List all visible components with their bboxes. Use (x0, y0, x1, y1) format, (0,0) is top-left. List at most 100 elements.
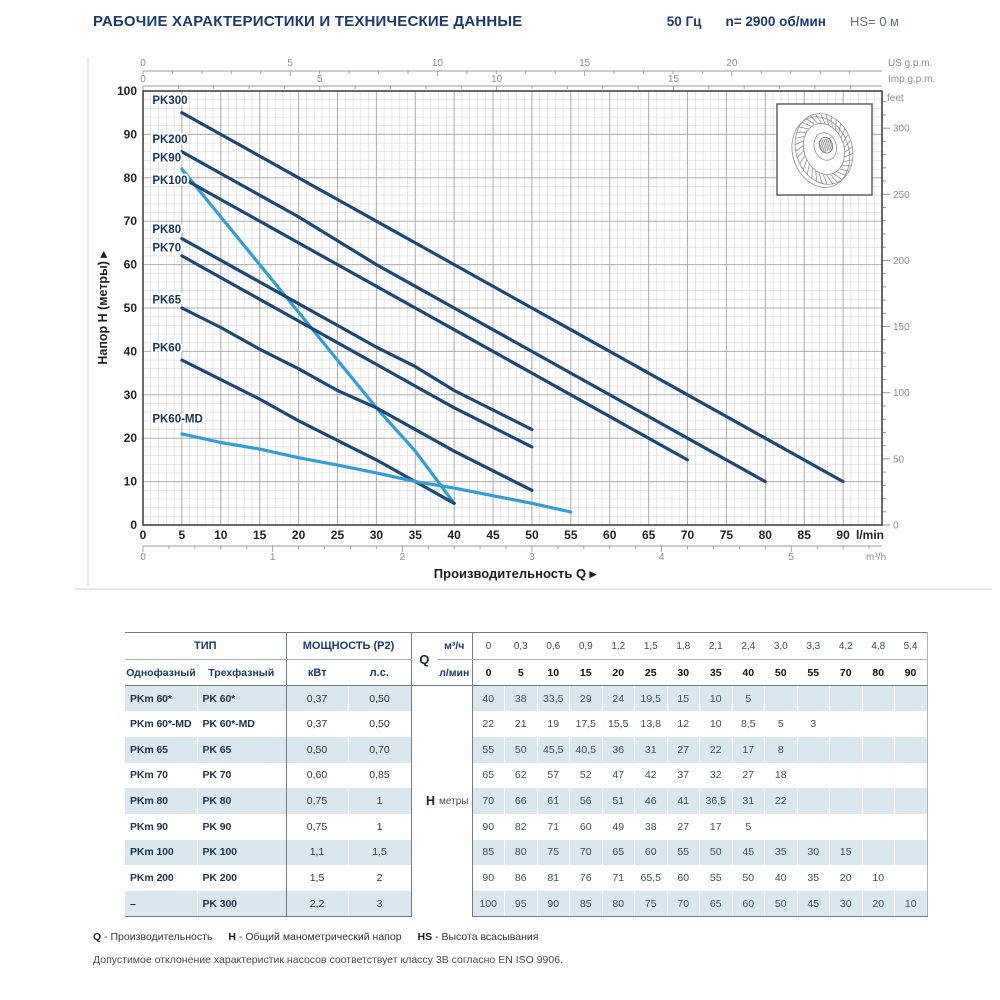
power-hp: 1 (348, 788, 412, 814)
svg-text:250: 250 (893, 190, 910, 201)
head-value (862, 813, 896, 840)
head-value: 20 (829, 865, 863, 891)
curve-label-PK60-MD: PK60-MD (152, 414, 202, 426)
pump-three-phase: PK 60*-MD (197, 711, 287, 737)
svg-text:100: 100 (893, 388, 910, 399)
head-value: 50 (764, 891, 798, 918)
svg-text:150: 150 (893, 322, 910, 333)
svg-text:80: 80 (124, 171, 138, 185)
power-kw: 0,50 (286, 736, 349, 763)
pump-single-phase: PKm 70 (125, 762, 198, 789)
head-value: 33,5 (537, 685, 571, 712)
head-value (894, 813, 928, 840)
flow-value-lmin: 5 (504, 659, 538, 686)
head-value (862, 736, 896, 763)
head-value: 76 (569, 865, 603, 891)
flow-value-m3h: 3,0 (764, 632, 798, 660)
svg-text:1: 1 (270, 552, 276, 563)
legend-item: Q - Производительность (93, 931, 213, 943)
head-value: 8,5 (732, 711, 766, 737)
flow-value-lmin: 70 (829, 659, 863, 686)
svg-text:50: 50 (893, 454, 905, 465)
hp-header: л.с. (348, 659, 412, 686)
head-value: 45 (732, 839, 766, 866)
power-kw: 0,75 (286, 813, 349, 840)
head-value: 60 (667, 865, 701, 891)
head-value: 95 (504, 891, 538, 918)
head-value: 52 (569, 762, 603, 789)
pump-single-phase: PKm 80 (125, 788, 198, 814)
speed-value: n= 2900 об/мин (725, 14, 826, 29)
curve-PK60 (180, 358, 456, 505)
head-value (894, 736, 928, 763)
curve-PK100 (180, 176, 690, 462)
power-kw: 1,5 (286, 865, 349, 891)
power-kw: 0,37 (286, 711, 349, 737)
head-value: 15,5 (602, 711, 636, 737)
head-value: 35 (797, 865, 831, 891)
head-value (764, 685, 798, 712)
power-kw: 2,2 (286, 891, 349, 918)
svg-text:20: 20 (726, 58, 738, 69)
head-value: 12 (667, 711, 701, 737)
pump-single-phase: PKm 200 (125, 865, 198, 891)
head-value: 31 (634, 736, 668, 763)
head-value (862, 685, 896, 712)
head-value (797, 788, 831, 814)
head-value: 85 (569, 891, 603, 918)
head-value: 45,5 (537, 736, 571, 763)
primary-axes: 0 5 10 15 20 25 30 35 40 45 50 55 60 65 70 75 80 85 90 l/mi… (96, 84, 884, 581)
head-value: 5 (732, 685, 766, 712)
head-value: 18 (764, 762, 798, 789)
svg-text:0: 0 (893, 521, 899, 532)
head-value: 60 (569, 813, 603, 840)
head-value (797, 685, 831, 712)
curve-PK65 (180, 306, 534, 492)
svg-text:20: 20 (124, 431, 138, 445)
head-value: 37 (667, 762, 701, 789)
svg-text:25: 25 (331, 528, 345, 542)
head-value: 38 (504, 685, 538, 712)
svg-text:10: 10 (491, 74, 503, 85)
head-value: 86 (504, 865, 538, 891)
three-phase-header: Трехфазный (197, 659, 287, 686)
curve-PK200 (180, 150, 767, 484)
svg-text:15: 15 (579, 58, 591, 69)
head-value: 62 (504, 762, 538, 789)
head-value: 70 (569, 839, 603, 866)
flow-value-lmin: 20 (602, 659, 635, 686)
svg-text:2: 2 (400, 552, 406, 563)
pump-three-phase: PK 65 (197, 736, 287, 763)
head-value: 70 (472, 788, 506, 814)
head-value: 42 (634, 762, 668, 789)
curve-PK80 (180, 237, 534, 432)
flow-value-m3h: 2,1 (699, 632, 733, 660)
svg-text:200: 200 (893, 256, 910, 267)
footer: Q - Производительность H - Общий манометр… (93, 931, 563, 966)
head-value (894, 711, 928, 737)
pump-single-phase: PKm 100 (125, 839, 198, 866)
power-hp: 0,70 (348, 736, 412, 763)
head-value: 41 (667, 788, 701, 814)
svg-text:65: 65 (642, 528, 656, 542)
tolerance-note: Допустимое отклонение характеристик насо… (93, 954, 563, 966)
type-header: ТИП (125, 632, 287, 660)
head-value: 5 (764, 711, 798, 737)
svg-text:70: 70 (124, 214, 138, 228)
head-value: 27 (732, 762, 766, 789)
head-value: 27 (667, 736, 701, 763)
flow-value-lmin: 35 (699, 659, 733, 686)
svg-text:60: 60 (124, 258, 138, 272)
head-value (894, 839, 928, 866)
table-row: PKm 65 PK 65 0,50 0,70 55 50 45,5 40,5 36 31 27 22 1… (125, 736, 928, 763)
head-value: 51 (602, 788, 636, 814)
flow-value-m3h: 3,3 (797, 632, 830, 660)
svg-text:3: 3 (529, 552, 535, 563)
curve-PK300 (180, 111, 845, 484)
pump-three-phase: PK 90 (197, 813, 287, 840)
flow-unit-lmin: л/мин (437, 659, 473, 686)
impeller-illustration (776, 103, 873, 196)
svg-text:30: 30 (124, 388, 138, 402)
